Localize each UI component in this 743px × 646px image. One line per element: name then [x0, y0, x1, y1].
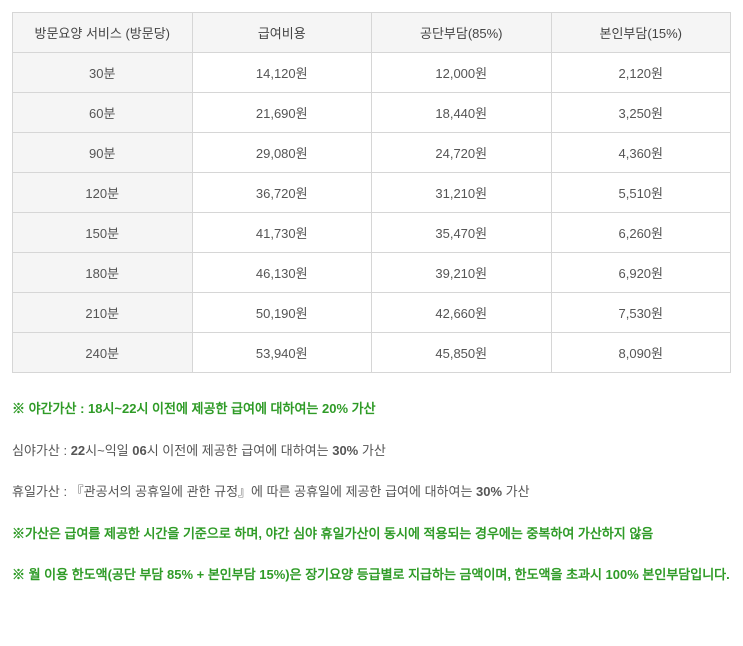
table-cell: 35,470원 [372, 213, 552, 253]
note-text: 30% [476, 484, 502, 499]
table-cell: 3,250원 [551, 93, 731, 133]
note-text: 30% [332, 443, 358, 458]
note-no-duplicate: ※가산은 급여를 제공한 시간을 기준으로 하며, 야간 심야 휴일가산이 동시… [12, 524, 731, 544]
table-row: 120분36,720원31,210원5,510원 [13, 173, 731, 213]
table-cell: 41,730원 [192, 213, 372, 253]
table-row: 210분50,190원42,660원7,530원 [13, 293, 731, 333]
table-cell: 180분 [13, 253, 193, 293]
table-cell: 14,120원 [192, 53, 372, 93]
col-header-corp: 공단부담(85%) [372, 13, 552, 53]
table-cell: 36,720원 [192, 173, 372, 213]
table-cell: 90분 [13, 133, 193, 173]
table-cell: 53,940원 [192, 333, 372, 373]
table-cell: 240분 [13, 333, 193, 373]
note-text: 시 이전에 제공한 급여에 대하여는 [147, 443, 333, 458]
table-row: 180분46,130원39,210원6,920원 [13, 253, 731, 293]
cost-table: 방문요양 서비스 (방문당) 급여비용 공단부담(85%) 본인부담(15%) … [12, 12, 731, 373]
table-cell: 60분 [13, 93, 193, 133]
note-monthly-limit: ※ 월 이용 한도액(공단 부담 85% + 본인부담 15%)은 장기요양 등… [12, 565, 731, 585]
table-cell: 18,440원 [372, 93, 552, 133]
col-header-cost: 급여비용 [192, 13, 372, 53]
note-text: 가산 [358, 443, 386, 458]
table-cell: 4,360원 [551, 133, 731, 173]
note-text: ※ 야간가산 : 18시~22시 이전에 제공한 급여에 대하여는 [12, 401, 322, 416]
table-cell: 6,920원 [551, 253, 731, 293]
table-row: 90분29,080원24,720원4,360원 [13, 133, 731, 173]
table-cell: 24,720원 [372, 133, 552, 173]
table-row: 150분41,730원35,470원6,260원 [13, 213, 731, 253]
table-cell: 7,530원 [551, 293, 731, 333]
table-cell: 31,210원 [372, 173, 552, 213]
note-holiday-surcharge: 휴일가산 : 『관공서의 공휴일에 관한 규정』에 따른 공휴일에 제공한 급여… [12, 482, 731, 502]
table-cell: 5,510원 [551, 173, 731, 213]
table-cell: 29,080원 [192, 133, 372, 173]
table-row: 30분14,120원12,000원2,120원 [13, 53, 731, 93]
table-cell: 45,850원 [372, 333, 552, 373]
note-latenight-surcharge: 심야가산 : 22시~익일 06시 이전에 제공한 급여에 대하여는 30% 가… [12, 441, 731, 461]
table-cell: 120분 [13, 173, 193, 213]
table-cell: 42,660원 [372, 293, 552, 333]
notes-section: ※ 야간가산 : 18시~22시 이전에 제공한 급여에 대하여는 20% 가산… [12, 399, 731, 585]
note-text: 가산 [348, 401, 376, 416]
table-header-row: 방문요양 서비스 (방문당) 급여비용 공단부담(85%) 본인부담(15%) [13, 13, 731, 53]
table-cell: 150분 [13, 213, 193, 253]
col-header-self: 본인부담(15%) [551, 13, 731, 53]
table-row: 60분21,690원18,440원3,250원 [13, 93, 731, 133]
note-text: 심야가산 : [12, 443, 71, 458]
table-cell: 21,690원 [192, 93, 372, 133]
note-text: 22 [71, 443, 85, 458]
table-cell: 39,210원 [372, 253, 552, 293]
table-cell: 30분 [13, 53, 193, 93]
note-night-surcharge: ※ 야간가산 : 18시~22시 이전에 제공한 급여에 대하여는 20% 가산 [12, 399, 731, 419]
table-cell: 12,000원 [372, 53, 552, 93]
note-text: 06 [132, 443, 146, 458]
table-row: 240분53,940원45,850원8,090원 [13, 333, 731, 373]
table-body: 30분14,120원12,000원2,120원60분21,690원18,440원… [13, 53, 731, 373]
table-cell: 210분 [13, 293, 193, 333]
table-cell: 8,090원 [551, 333, 731, 373]
note-text: 가산 [502, 484, 530, 499]
note-text: 20% [322, 401, 348, 416]
note-text: 시~익일 [85, 443, 132, 458]
table-cell: 50,190원 [192, 293, 372, 333]
col-header-service: 방문요양 서비스 (방문당) [13, 13, 193, 53]
table-cell: 46,130원 [192, 253, 372, 293]
table-cell: 2,120원 [551, 53, 731, 93]
table-cell: 6,260원 [551, 213, 731, 253]
note-text: 휴일가산 : 『관공서의 공휴일에 관한 규정』에 따른 공휴일에 제공한 급여… [12, 484, 476, 499]
